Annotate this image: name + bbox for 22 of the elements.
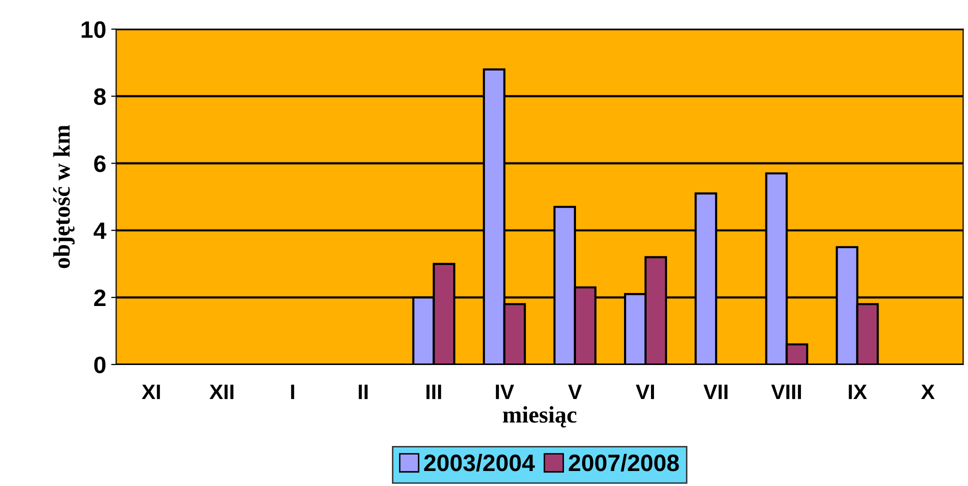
x-axis-title: miesiąc bbox=[502, 406, 576, 428]
y-tick-label: 4 bbox=[94, 222, 106, 239]
x-tick-label: VI bbox=[636, 384, 654, 400]
y-tick-label: 0 bbox=[94, 356, 106, 374]
x-tick-label: XII bbox=[209, 384, 234, 400]
x-tick-label: III bbox=[426, 384, 442, 400]
y-tick-label: 2 bbox=[94, 290, 106, 306]
x-tick-label: IX bbox=[848, 384, 867, 400]
x-tick-label: IV bbox=[496, 384, 514, 400]
x-tick-label: XI bbox=[142, 384, 160, 400]
x-tick-label: I bbox=[291, 384, 294, 400]
legend-label: 2003/2004 bbox=[424, 454, 535, 472]
legend-label: 2007/2008 bbox=[568, 454, 679, 472]
y-axis-title: objętość w km bbox=[53, 125, 75, 268]
x-tick-label: VIII bbox=[771, 384, 801, 400]
y-tick-label: 6 bbox=[94, 155, 106, 172]
x-tick-label: II bbox=[358, 384, 368, 400]
y-tick-label: 8 bbox=[94, 88, 106, 106]
x-tick-label: V bbox=[568, 384, 582, 400]
y-tick-label: 10 bbox=[82, 21, 106, 38]
x-tick-label: X bbox=[921, 384, 935, 400]
x-tick-label: VII bbox=[704, 384, 728, 400]
